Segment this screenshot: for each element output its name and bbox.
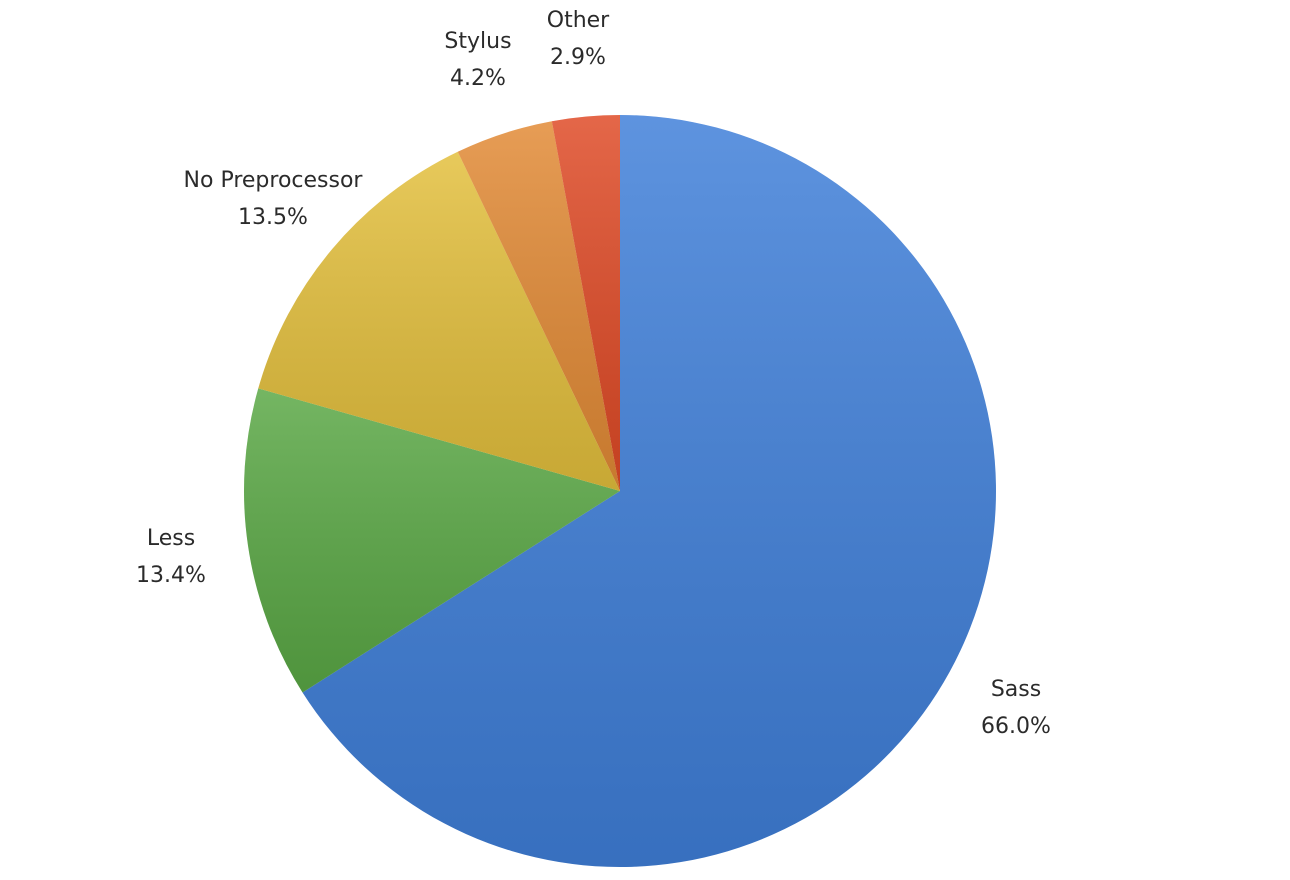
- pie-slice-shading-no-preprocessor: [258, 151, 620, 492]
- pie-slices: [244, 115, 996, 868]
- slice-label-value-no-preprocessor: 13.5%: [238, 205, 308, 230]
- pie-slice-shading-less: [244, 388, 620, 693]
- pie-slice-shading-stylus: [457, 121, 620, 491]
- slice-label-value-stylus: 4.2%: [450, 66, 506, 91]
- slice-label-name-stylus: Stylus: [444, 29, 511, 54]
- slice-label-name-other: Other: [547, 8, 610, 33]
- slice-label-value-less: 13.4%: [136, 563, 206, 588]
- slice-label-value-other: 2.9%: [550, 45, 606, 70]
- slice-label-name-less: Less: [147, 526, 195, 551]
- pie-labels: Sass 66.0% Less 13.4% No Preprocessor 13.5% St…: [136, 8, 1051, 739]
- slice-label-name-sass: Sass: [991, 677, 1041, 702]
- pie-slice-shading-other: [551, 115, 620, 491]
- slice-label-name-no-preprocessor: No Preprocessor: [184, 168, 364, 193]
- slice-label-value-sass: 66.0%: [981, 714, 1051, 739]
- pie-slice-shading-sass: [302, 115, 996, 868]
